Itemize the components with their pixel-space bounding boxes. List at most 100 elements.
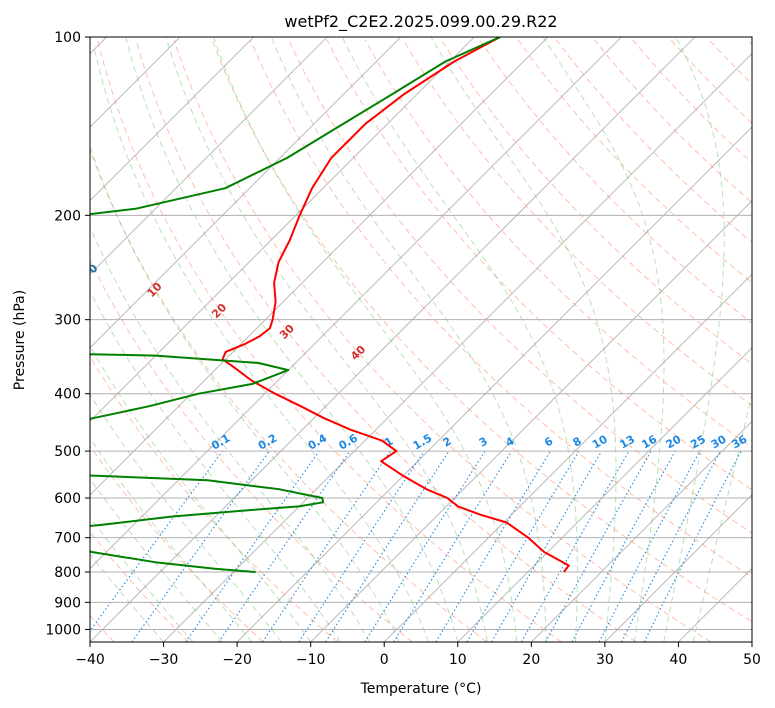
mixing-ratio-label: 20	[664, 432, 684, 451]
dry-adiabat-line	[402, 39, 752, 407]
y-tick-label: 100	[54, 30, 81, 46]
profile-lines	[90, 37, 570, 573]
y-tick-label: 600	[54, 491, 81, 507]
dry-adiabat-line	[90, 258, 413, 642]
y-tick-label: 400	[54, 387, 81, 403]
dry-adiabat-line	[90, 445, 264, 642]
dry-adiabat-label: 40	[348, 343, 368, 363]
mixing-ratio-label: 30	[709, 432, 729, 451]
y-axis: 100 200 300 400 500 600 700 800 900 1000	[45, 30, 90, 638]
mixing-ratio-line	[262, 450, 391, 642]
moist-adiabat-line	[93, 49, 429, 642]
moist-adiabat-line	[270, 37, 547, 642]
mixing-ratio-line	[364, 450, 486, 642]
dry-adiabat-line	[555, 39, 752, 244]
y-tick-label: 500	[54, 444, 81, 460]
x-axis-title: Temperature (°C)	[360, 681, 482, 697]
isotherm-line	[751, 641, 752, 642]
moist-adiabat-line	[125, 37, 459, 642]
mixing-ratio-label: 10	[590, 432, 610, 451]
mixing-ratio-label: 0.4	[306, 431, 330, 452]
x-axis: −40 −30 −20 −10 0 10 20 30 40 50	[75, 642, 761, 668]
chart-title: wetPf2_C2E2.2025.099.00.29.R22	[284, 12, 557, 32]
x-tick-label: −20	[222, 652, 252, 668]
dry-adiabat-line	[211, 39, 752, 623]
pressure-gridlines	[90, 37, 752, 630]
x-tick-label: −40	[75, 652, 105, 668]
mixing-ratio-line	[571, 450, 676, 642]
y-tick-label: 1000	[45, 622, 81, 638]
mixing-ratio-line	[466, 450, 580, 642]
isotherm-line	[90, 37, 402, 349]
dry-adiabat-line	[326, 39, 752, 491]
isotherm-line	[90, 37, 622, 570]
mixing-ratio-line	[185, 450, 320, 642]
x-tick-label: 0	[380, 652, 389, 668]
mixing-ratio-line	[598, 450, 701, 642]
isotherm-line	[236, 126, 752, 642]
moist-adiabat-line	[430, 37, 617, 642]
dry-adiabat-line	[173, 39, 712, 642]
plot-frame	[89, 36, 753, 643]
moist-adiabat-line	[692, 392, 752, 642]
moist-adiabat-line	[90, 393, 282, 642]
x-tick-label: −30	[149, 652, 179, 668]
isotherm-line	[457, 347, 752, 642]
mixing-ratio-line	[393, 450, 513, 642]
dry-adiabat-line	[594, 39, 752, 204]
moist-adiabat-line	[213, 37, 518, 642]
dry-adiabat-label: -10	[23, 236, 46, 259]
mixing-ratio-line	[325, 450, 450, 642]
y-tick-label: 200	[54, 208, 81, 224]
y-tick-label: 800	[54, 565, 81, 581]
isotherm-line	[90, 37, 696, 642]
dry-adiabat-line	[670, 39, 752, 125]
mixing-ratio-line	[435, 450, 551, 642]
dry-adiabat-line	[135, 39, 637, 642]
mixing-ratio-label: 13	[617, 433, 637, 452]
dry-adiabat-line	[441, 39, 752, 365]
isotherm-line	[90, 37, 549, 496]
moist-adiabat-line	[165, 37, 488, 642]
y-tick-label: 300	[54, 313, 81, 329]
mixing-ratio-line	[218, 450, 351, 642]
dry-adiabat-label: 30	[277, 322, 297, 342]
y-tick-label: 900	[54, 595, 81, 611]
mixing-ratio-label: 3	[477, 435, 490, 450]
isotherm-line	[604, 494, 752, 642]
isotherm-line	[90, 37, 328, 275]
temperature-profile-line	[221, 37, 570, 573]
dry-adiabat-line	[479, 39, 752, 324]
moist-adiabat-line	[90, 437, 253, 642]
x-tick-label: 50	[743, 652, 761, 668]
mixing-ratio-line	[90, 450, 223, 632]
isotherm-line	[90, 37, 254, 202]
mixing-ratio-label: 6	[542, 434, 555, 449]
moist-adiabat-line	[663, 37, 725, 642]
mixing-ratio-line	[131, 450, 270, 642]
moist-adiabat-line	[90, 225, 370, 642]
mixing-ratio-label: 1.5	[411, 432, 434, 453]
mixing-ratio-line	[545, 450, 652, 642]
mixing-ratio-label: 0.1	[209, 432, 232, 453]
x-tick-label: −10	[296, 652, 326, 668]
mixing-ratio-line	[643, 450, 742, 642]
isotherm-line	[383, 273, 752, 642]
x-tick-label: 20	[522, 652, 540, 668]
y-axis-title: Pressure (hPa)	[12, 290, 28, 390]
y-tick-label: 700	[54, 531, 81, 547]
moist-adiabat-line	[341, 37, 578, 642]
dewpoint-profile-line	[90, 37, 501, 573]
dry-adiabat-line	[97, 39, 562, 642]
dry-adiabat-line	[517, 39, 752, 284]
dry-adiabat-line	[288, 39, 752, 534]
dry-adiabat-line	[364, 39, 752, 449]
mixing-ratio-label: 36	[729, 432, 749, 451]
mixing-ratio-label: 25	[688, 433, 708, 452]
x-tick-label: 40	[670, 652, 688, 668]
dry-adiabat-label: 0	[86, 261, 101, 276]
mixing-ratio-label: 0.2	[256, 432, 279, 453]
isotherm-line	[531, 420, 752, 642]
isotherm-line	[90, 37, 475, 422]
